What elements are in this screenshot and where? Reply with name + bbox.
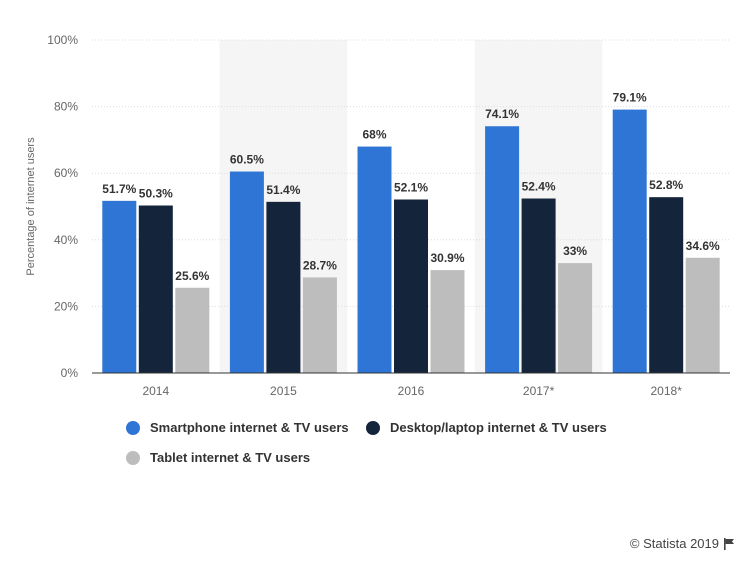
bar-1-2 xyxy=(394,199,428,373)
flag-icon xyxy=(724,537,734,550)
bar-0-4 xyxy=(612,109,647,374)
data-label-2-0: 25.6% xyxy=(175,269,209,283)
legend-marker-smartphone xyxy=(126,420,140,435)
data-label-0-2: 68% xyxy=(362,128,386,142)
data-label-2-1: 28.7% xyxy=(303,258,337,272)
bar-1-0 xyxy=(138,205,173,373)
data-label-2-3: 33% xyxy=(563,244,587,258)
x-tick-label: 2014 xyxy=(142,384,169,398)
data-label-2-2: 30.9% xyxy=(430,251,464,265)
x-tick-label: 2015 xyxy=(270,384,297,398)
bar-2-0 xyxy=(175,287,210,373)
bar-1-4 xyxy=(649,197,684,373)
data-label-1-3: 52.4% xyxy=(522,180,556,194)
credit[interactable]: © Statista 2019 xyxy=(630,536,735,551)
bar-2-4 xyxy=(685,257,720,373)
bar-0-0 xyxy=(102,200,137,373)
data-label-0-3: 74.1% xyxy=(485,107,519,121)
data-label-1-4: 52.8% xyxy=(649,178,683,192)
y-tick-label: 100% xyxy=(47,33,78,47)
legend-item-smartphone[interactable]: Smartphone internet & TV users xyxy=(126,420,349,435)
x-tick-label: 2016 xyxy=(398,384,425,398)
x-tick-label: 2017* xyxy=(523,384,555,398)
y-axis-ticks: 0% 20% 40% 60% 80% 100% xyxy=(47,33,78,380)
y-tick-label: 80% xyxy=(54,100,78,114)
y-tick-label: 0% xyxy=(61,366,79,380)
legend-label-smartphone: Smartphone internet & TV users xyxy=(150,420,349,435)
legend-marker-desktop xyxy=(366,420,380,435)
data-labels: 51.7% 50.3% 25.6% 60.5% 51.4% 28.7% 68% 52.1% 30… xyxy=(102,91,720,283)
bar-chart: 0%20%40%60%80%100% 51.7% 50.3%25.6%60.5%5… xyxy=(25,33,730,398)
bar-1-1 xyxy=(266,201,301,373)
data-label-0-0: 51.7% xyxy=(102,182,136,196)
y-axis-label: Percentage of internet users xyxy=(25,137,37,276)
data-label-2-4: 34.6% xyxy=(686,239,720,253)
bar-0-3 xyxy=(485,126,520,373)
legend-marker-tablet xyxy=(126,450,140,465)
legend-item-tablet[interactable]: Tablet internet & TV users xyxy=(126,450,310,465)
data-label-1-2: 52.1% xyxy=(394,181,428,195)
bar-0-2 xyxy=(357,146,392,373)
bar-0-1 xyxy=(229,171,264,373)
data-label-1-1: 51.4% xyxy=(266,183,300,197)
bar-1-3 xyxy=(521,198,556,373)
legend-item-desktop[interactable]: Desktop/laptop internet & TV users xyxy=(366,420,607,435)
y-tick-label: 20% xyxy=(54,299,78,313)
x-axis-ticks: 2014 2015 2016 2017* 2018* xyxy=(142,384,682,398)
bars xyxy=(102,109,720,374)
data-label-0-1: 60.5% xyxy=(230,153,264,167)
data-label-1-0: 50.3% xyxy=(139,187,173,201)
bar-2-3 xyxy=(558,263,593,373)
y-tick-label: 60% xyxy=(54,166,78,180)
y-tick-label: 40% xyxy=(54,233,78,247)
legend-label-desktop: Desktop/laptop internet & TV users xyxy=(390,420,607,435)
x-tick-label: 2018* xyxy=(651,384,683,398)
credit-text: © Statista 2019 xyxy=(629,536,719,551)
bar-2-2 xyxy=(430,270,465,373)
bar-2-1 xyxy=(302,277,337,373)
legend-label-tablet: Tablet internet & TV users xyxy=(150,450,311,465)
data-label-0-4: 79.1% xyxy=(613,91,647,105)
